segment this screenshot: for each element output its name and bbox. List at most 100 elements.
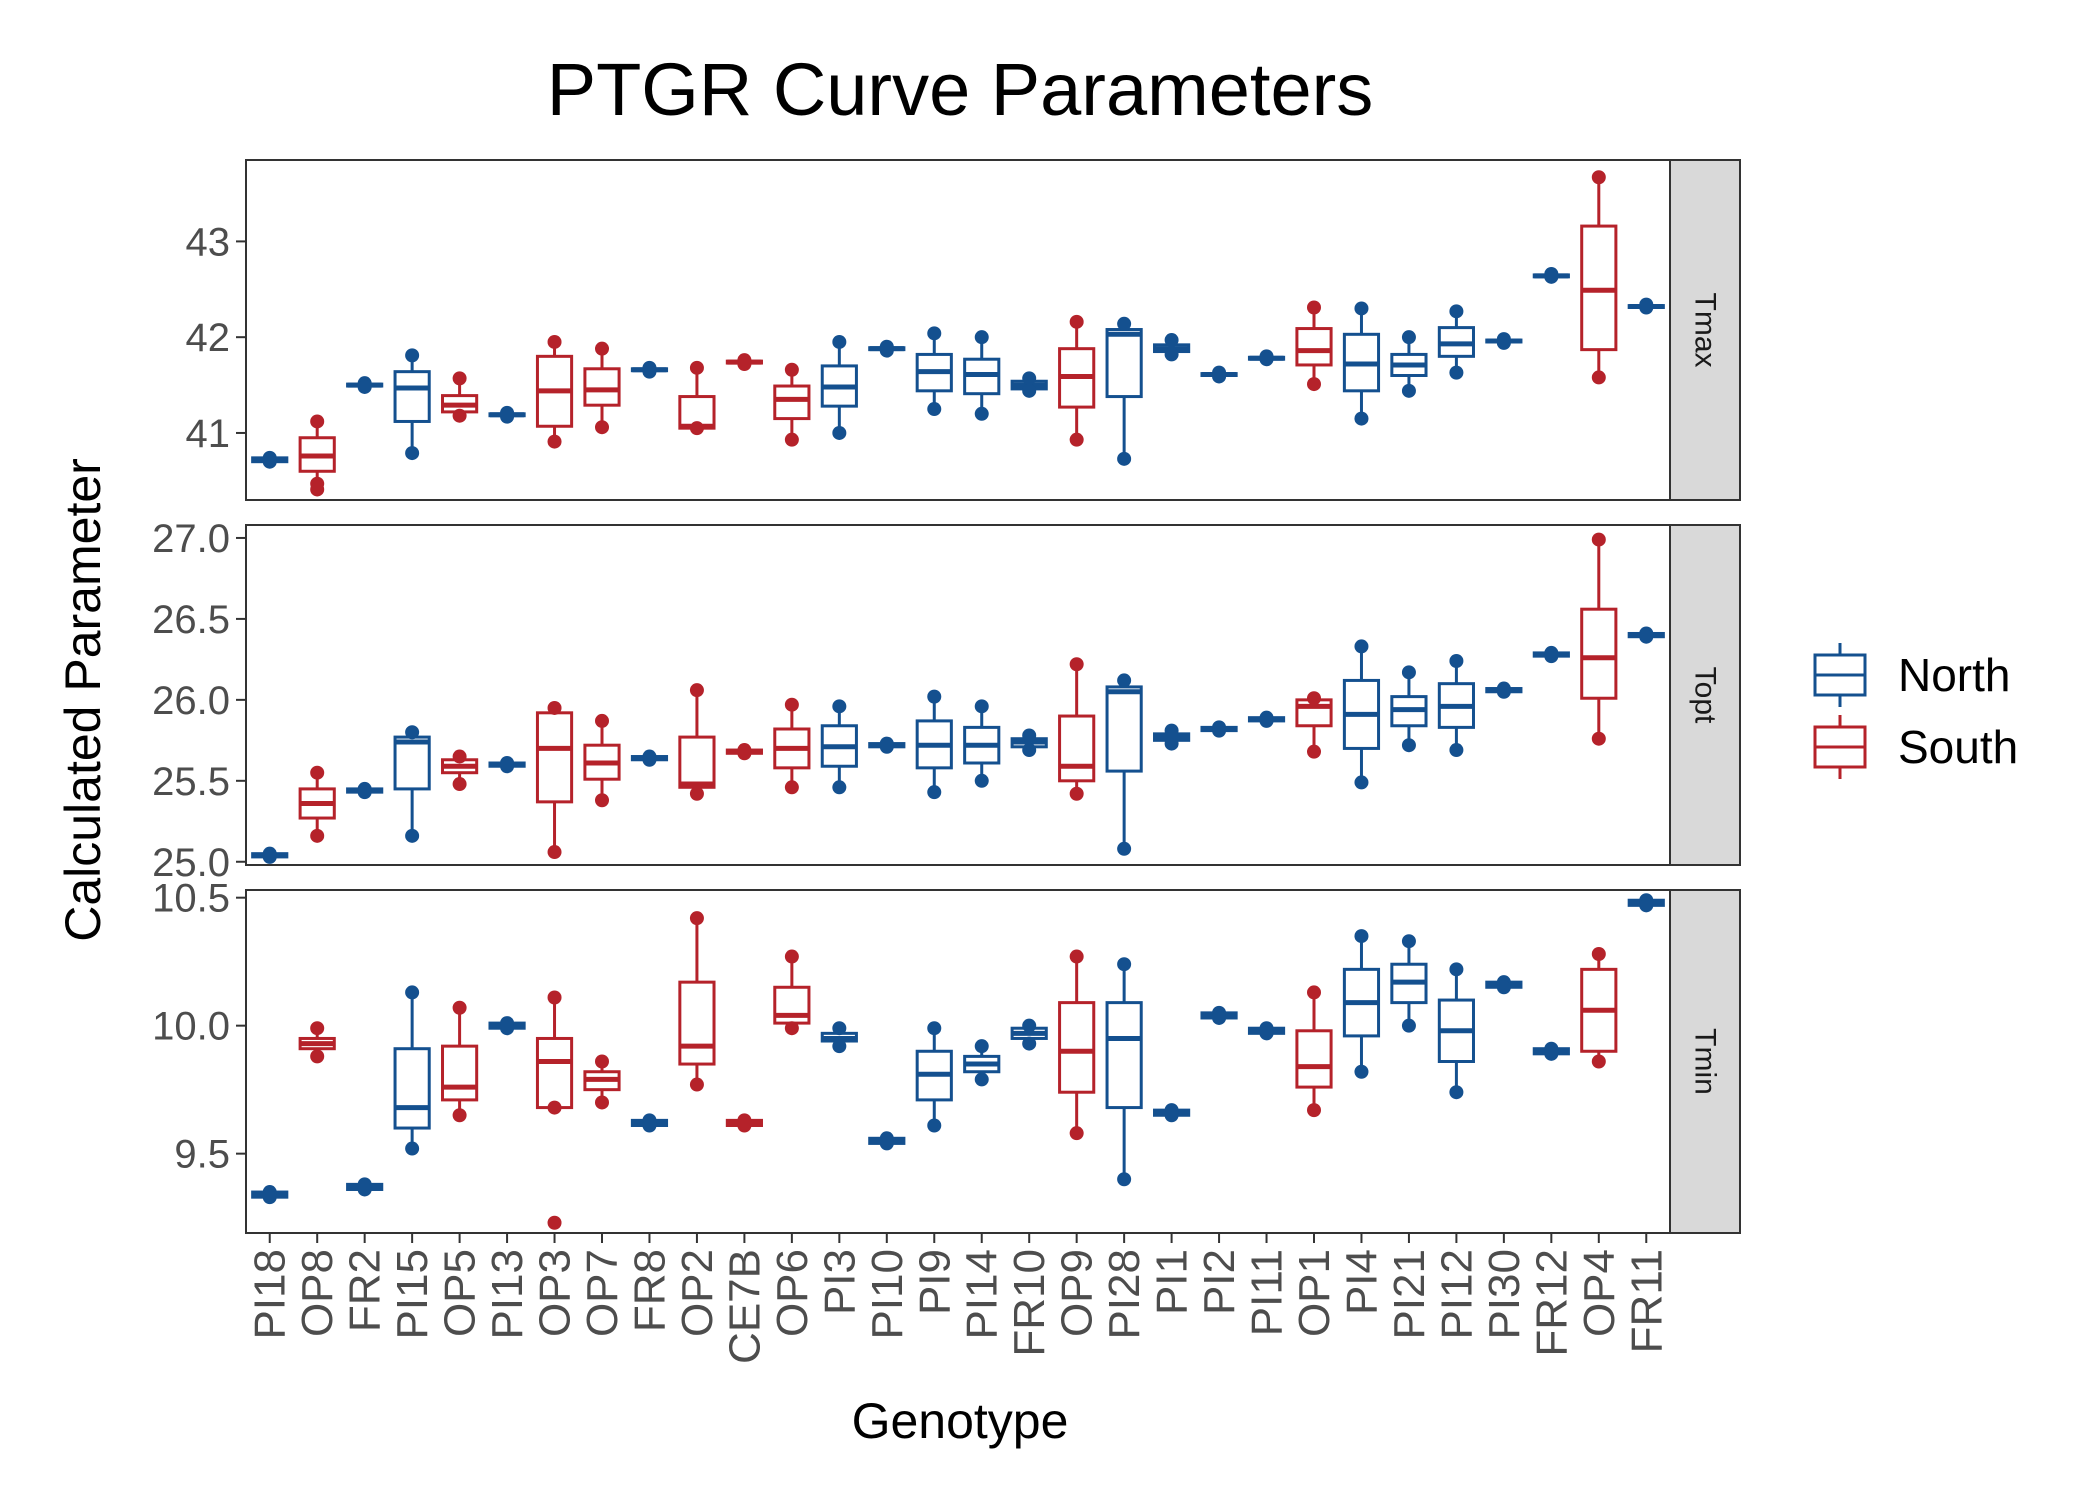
x-tick-label: PI10 bbox=[863, 1249, 912, 1340]
x-tick-label: PI3 bbox=[815, 1249, 864, 1315]
box-pi18 bbox=[251, 846, 289, 864]
y-tick-label: 10.5 bbox=[152, 877, 230, 921]
x-tick-label: PI15 bbox=[388, 1249, 437, 1340]
x-tick-label: FR11 bbox=[1622, 1249, 1671, 1353]
box-pi12 bbox=[1437, 654, 1475, 758]
x-tick-label: PI14 bbox=[958, 1249, 1007, 1340]
box-ce7b bbox=[725, 353, 763, 371]
box-pi21 bbox=[1390, 665, 1428, 753]
x-tick-label: OP4 bbox=[1575, 1249, 1624, 1337]
box-fr10 bbox=[1010, 1018, 1048, 1051]
data-point bbox=[1496, 335, 1511, 350]
data-point bbox=[595, 793, 609, 808]
data-point bbox=[1307, 1103, 1321, 1118]
data-point bbox=[974, 699, 989, 714]
x-tick-label: CE7B bbox=[720, 1249, 769, 1364]
data-point bbox=[1117, 673, 1132, 688]
x-tick-label: FR2 bbox=[341, 1249, 390, 1332]
x-axis-title: Genotype bbox=[852, 1393, 1069, 1449]
data-point bbox=[1496, 684, 1511, 699]
data-point bbox=[1591, 370, 1606, 385]
box-pi9 bbox=[915, 689, 953, 800]
x-tick-label: OP7 bbox=[578, 1249, 627, 1337]
data-point bbox=[1591, 532, 1606, 547]
data-point bbox=[1259, 1026, 1274, 1041]
data-point bbox=[1354, 929, 1369, 944]
box-op4 bbox=[1580, 532, 1618, 746]
data-point bbox=[1591, 170, 1606, 185]
box-op8 bbox=[298, 765, 336, 843]
data-point bbox=[689, 911, 704, 926]
box-pi12 bbox=[1437, 962, 1475, 1100]
box-pi2 bbox=[1200, 1005, 1238, 1025]
facet-strip-label: Tmax bbox=[1689, 293, 1722, 368]
data-point bbox=[1117, 451, 1132, 466]
outlier-point bbox=[310, 482, 325, 497]
data-point bbox=[500, 759, 515, 774]
data-point bbox=[642, 1118, 657, 1133]
x-tick-label: PI9 bbox=[910, 1249, 959, 1315]
box-op7 bbox=[583, 713, 621, 808]
data-point bbox=[879, 739, 894, 754]
box-op9 bbox=[1058, 314, 1096, 447]
data-point bbox=[1164, 333, 1179, 348]
x-tick-label: FR8 bbox=[625, 1249, 674, 1332]
data-point bbox=[1022, 743, 1037, 758]
box-pi10 bbox=[868, 736, 906, 754]
data-point bbox=[974, 1072, 989, 1087]
data-point bbox=[1496, 980, 1511, 995]
box-pi14 bbox=[963, 330, 1001, 421]
box-pi3 bbox=[820, 1021, 858, 1054]
box-fr10 bbox=[1010, 371, 1048, 398]
data-point bbox=[1401, 738, 1416, 753]
data-point bbox=[310, 1021, 325, 1036]
data-point bbox=[1354, 1064, 1369, 1079]
box-op6 bbox=[773, 362, 811, 447]
box-fr12 bbox=[1532, 1041, 1570, 1061]
x-tick-label: PI13 bbox=[483, 1249, 532, 1340]
data-point bbox=[879, 1136, 894, 1151]
box-pi30 bbox=[1485, 332, 1523, 350]
box-fr12 bbox=[1532, 645, 1570, 664]
data-point bbox=[357, 1182, 372, 1197]
data-point bbox=[1022, 728, 1037, 743]
data-point bbox=[1117, 316, 1132, 331]
box-pi15 bbox=[393, 985, 431, 1156]
x-tick-label: PI21 bbox=[1385, 1249, 1434, 1340]
data-point bbox=[452, 1108, 467, 1123]
panels-layer: 41 42 43 Tmax 25.0 25.5 26.0 26.5 27.0 Topt 9.5 10.… bbox=[152, 159, 1741, 1234]
x-tick-label: PI30 bbox=[1480, 1249, 1529, 1340]
box-op6 bbox=[773, 697, 811, 795]
data-point bbox=[1307, 691, 1321, 706]
x-tick-label: OP8 bbox=[293, 1249, 342, 1337]
data-point bbox=[832, 1039, 847, 1054]
box-iqr bbox=[773, 384, 811, 421]
data-point bbox=[1449, 962, 1464, 977]
data-point bbox=[1022, 371, 1037, 386]
panel-tmin: 9.5 10.0 10.5 Tmin bbox=[152, 877, 1741, 1234]
data-point bbox=[262, 849, 277, 864]
data-point bbox=[262, 1190, 277, 1205]
data-point bbox=[595, 1054, 609, 1069]
data-point bbox=[927, 1118, 942, 1133]
box-pi3 bbox=[820, 699, 858, 795]
data-point bbox=[927, 402, 942, 417]
y-axis-title: Calculated Parameter bbox=[55, 458, 111, 942]
data-point bbox=[642, 364, 657, 379]
box-iqr bbox=[1058, 1001, 1096, 1094]
box-pi1 bbox=[1153, 333, 1191, 362]
data-point bbox=[547, 700, 562, 715]
data-point bbox=[927, 326, 942, 341]
facet-strip bbox=[1669, 889, 1741, 1234]
data-point bbox=[1401, 665, 1416, 680]
box-op7 bbox=[583, 341, 621, 435]
data-point bbox=[1164, 347, 1179, 362]
data-point bbox=[405, 725, 420, 740]
data-point bbox=[642, 752, 657, 767]
x-tick-label: PI2 bbox=[1195, 1249, 1244, 1315]
box-op2 bbox=[678, 683, 716, 801]
data-point bbox=[1401, 934, 1416, 949]
box-fr11 bbox=[1627, 893, 1665, 913]
box-op2 bbox=[678, 360, 716, 436]
data-point bbox=[1069, 949, 1084, 964]
